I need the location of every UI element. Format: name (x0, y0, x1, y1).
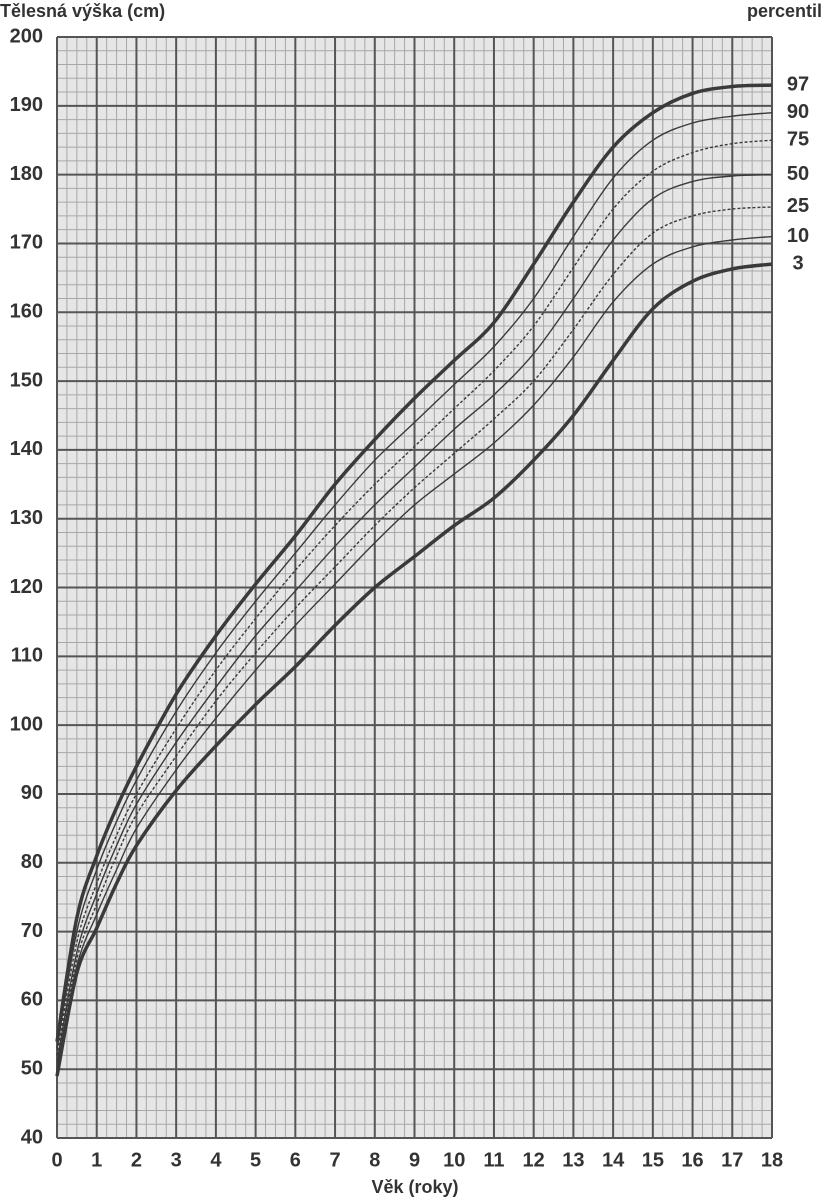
y-tick-label: 150 (10, 369, 43, 391)
legend-label: 90 (787, 101, 809, 123)
y-tick-label: 140 (10, 438, 43, 460)
legend-label: 25 (787, 195, 809, 217)
x-axis-label: Věk (roky) (371, 1177, 458, 1197)
y-tick-label: 60 (21, 989, 43, 1011)
y-tick-label: 120 (10, 576, 43, 598)
legend-label: 75 (787, 129, 809, 151)
x-tick-label: 12 (523, 1149, 545, 1171)
x-tick-label: 13 (562, 1149, 584, 1171)
x-tick-label: 5 (250, 1149, 261, 1171)
legend-label: 3 (792, 252, 803, 274)
x-tick-label: 11 (483, 1149, 504, 1171)
y-tick-label: 130 (10, 507, 43, 529)
x-tick-label: 14 (602, 1149, 625, 1171)
y-tick-label: 50 (21, 1057, 43, 1079)
percentile-line (56, 173, 773, 1063)
x-tick-label: 17 (721, 1149, 743, 1171)
x-tick-label: 6 (290, 1149, 301, 1171)
x-tick-label: 1 (91, 1149, 102, 1171)
x-tick-label: 7 (329, 1149, 340, 1171)
legend-title: percentil (747, 1, 822, 21)
y-tick-label: 110 (11, 645, 43, 667)
x-tick-label: 16 (681, 1149, 703, 1171)
grid (56, 36, 773, 1139)
x-tick-label: 9 (409, 1149, 420, 1171)
x-tick-label: 10 (443, 1149, 465, 1171)
x-tick-label: 15 (642, 1149, 664, 1171)
legend-label: 97 (787, 73, 809, 95)
legend-label: 50 (787, 163, 809, 185)
x-tick-label: 18 (761, 1149, 783, 1171)
y-tick-label: 80 (21, 851, 43, 873)
x-tick-label: 2 (131, 1149, 142, 1171)
x-tick-label: 8 (369, 1149, 380, 1171)
y-tick-label: 190 (10, 94, 43, 116)
y-tick-label: 170 (10, 232, 43, 254)
x-tick-label: 4 (210, 1149, 222, 1171)
lines (55, 83, 773, 1077)
y-tick-label: 180 (10, 163, 43, 185)
percentile-line (56, 139, 773, 1056)
y-tick-label: 160 (10, 301, 43, 323)
chart-title: Tělesná výška (cm) (0, 1, 165, 21)
y-tick-label: 100 (10, 713, 43, 735)
y-tick-label: 70 (21, 920, 43, 942)
percentile-line (56, 111, 773, 1049)
percentile-line (56, 235, 773, 1070)
x-tick-label: 0 (51, 1149, 62, 1171)
percentile-line (55, 83, 773, 1042)
y-tick-label: 200 (10, 25, 43, 47)
percentile-line (55, 262, 773, 1077)
percentile-line (56, 206, 773, 1066)
y-tick-label: 40 (21, 1126, 43, 1148)
legend-label: 10 (787, 225, 809, 247)
y-tick-label: 90 (21, 782, 43, 804)
x-tick-label: 3 (171, 1149, 182, 1171)
